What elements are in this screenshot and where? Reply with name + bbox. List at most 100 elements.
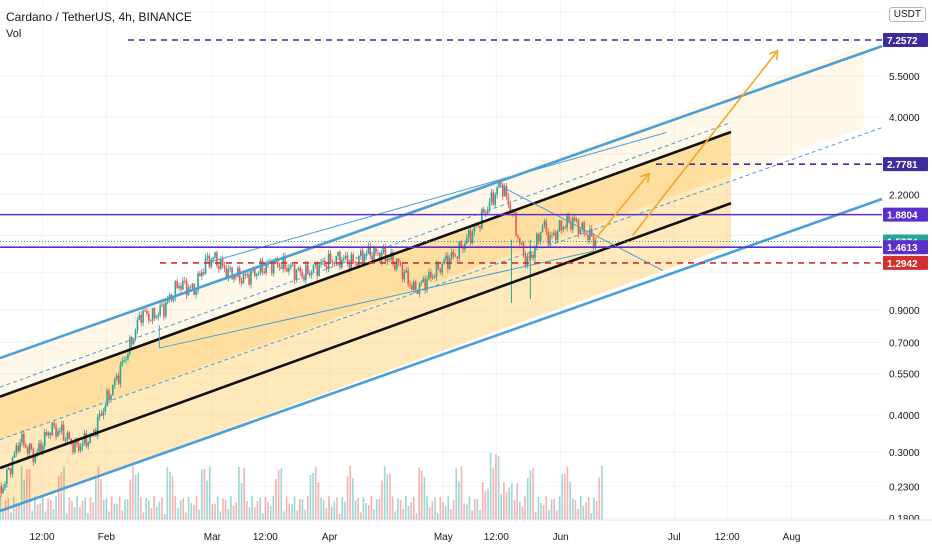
volume-bar	[169, 471, 171, 520]
candle	[547, 228, 549, 245]
channel-upper-blue[interactable]	[0, 44, 883, 360]
candle	[541, 224, 544, 233]
candle	[382, 244, 385, 255]
candle	[21, 430, 23, 447]
candle	[9, 467, 12, 478]
price-levels	[0, 39, 882, 264]
candle	[337, 251, 339, 260]
candle	[121, 356, 124, 367]
volume-bar	[28, 468, 31, 520]
volume-bar	[513, 499, 516, 520]
candle	[325, 262, 328, 273]
candle	[159, 302, 161, 318]
candle	[324, 257, 326, 267]
volume-bar	[508, 487, 510, 520]
volume-bar	[105, 498, 108, 520]
price-level-badge[interactable]: 1.8804	[883, 207, 928, 222]
channel-fill-upper	[0, 131, 731, 440]
volume-bar	[124, 498, 126, 520]
candle	[501, 182, 504, 200]
volume-bar	[484, 491, 487, 520]
candle	[79, 442, 82, 453]
volume-bar	[2, 508, 4, 520]
volume-bar	[280, 468, 283, 520]
volume-bar	[269, 505, 272, 520]
price-level-badge[interactable]: 2.7781	[883, 157, 928, 172]
candle	[450, 248, 453, 262]
candle	[331, 259, 334, 267]
candle	[558, 219, 561, 233]
volume-bar	[418, 467, 420, 520]
projection-arrow[interactable]	[594, 175, 648, 241]
volume-bar	[436, 513, 439, 520]
candle	[55, 423, 57, 441]
price-level-badge[interactable]: 1.4613	[883, 240, 928, 255]
channel-mid-dashed[interactable]	[0, 127, 883, 441]
volume-bar	[195, 496, 198, 520]
candle	[17, 442, 19, 455]
candle	[297, 266, 300, 272]
volume-bar	[55, 496, 57, 520]
svg-text:1.4613: 1.4613	[887, 243, 918, 254]
time-tick-label: Jul	[668, 532, 681, 543]
volume-bar	[312, 472, 314, 520]
volume-bar	[68, 497, 71, 520]
candle	[467, 226, 470, 242]
volume-bar	[529, 470, 532, 520]
volume-bar	[349, 466, 351, 520]
candle	[172, 297, 175, 303]
candle	[354, 260, 356, 266]
candle	[320, 259, 322, 268]
price-level-badge[interactable]: 7.2572	[883, 33, 928, 47]
wedge-upper-line[interactable]	[208, 131, 667, 263]
channel-lower-blue[interactable]	[0, 197, 883, 513]
currency-button[interactable]: USDT	[888, 7, 926, 22]
volume-bar	[299, 498, 301, 520]
volume-bar	[158, 501, 161, 520]
symbol-title[interactable]: Cardano / TetherUS, 4h, BINANCE	[6, 10, 192, 24]
volume-bar	[238, 466, 240, 520]
volume-bar	[582, 505, 585, 520]
volume-bar	[590, 513, 593, 520]
price-axis[interactable]: 7.25722.77811.88041.52741.46131.29420.18…	[882, 0, 932, 550]
price-tick-label: 2.2000	[889, 190, 920, 201]
channel-mid-dashed-2[interactable]	[0, 122, 732, 388]
candle	[431, 273, 434, 281]
time-axis[interactable]: 12:00 Feb Mar 12:00 Apr May 12:00 Jun Jul 12:00 Au…	[0, 519, 932, 550]
volume-bar	[179, 500, 182, 520]
volume-bar	[214, 503, 216, 520]
volume-bar	[423, 477, 426, 520]
projection-arrow[interactable]	[631, 52, 777, 236]
candle	[439, 267, 442, 275]
volume-bar	[110, 496, 113, 520]
volume-bar	[193, 504, 195, 520]
channel-upper-black[interactable]	[0, 130, 732, 398]
price-level-badge[interactable]: 1.2942	[883, 255, 928, 270]
volume-bar	[65, 513, 68, 520]
candle	[528, 252, 531, 261]
volume-bar	[261, 513, 264, 520]
candle	[23, 430, 25, 449]
volume-bar	[31, 510, 33, 520]
volume-bar	[333, 501, 336, 520]
volume-bar	[60, 472, 63, 520]
volume-label[interactable]: Vol	[6, 28, 22, 40]
candle	[254, 267, 256, 278]
volume-bar	[545, 496, 548, 520]
candle	[286, 264, 288, 273]
candle	[15, 442, 18, 457]
volume-bar	[116, 504, 118, 520]
candle	[581, 221, 584, 232]
candle	[127, 351, 129, 361]
price-tick-label: 5.5000	[889, 72, 920, 83]
candle	[142, 306, 144, 327]
volume-bar	[336, 497, 338, 520]
wedge-lower-line[interactable]	[159, 250, 595, 349]
candle	[464, 240, 466, 253]
candle	[503, 183, 506, 197]
volume-bar	[492, 468, 495, 520]
volume-bar	[420, 470, 423, 520]
candle	[11, 456, 14, 478]
triangle-descending-line[interactable]	[499, 185, 664, 272]
